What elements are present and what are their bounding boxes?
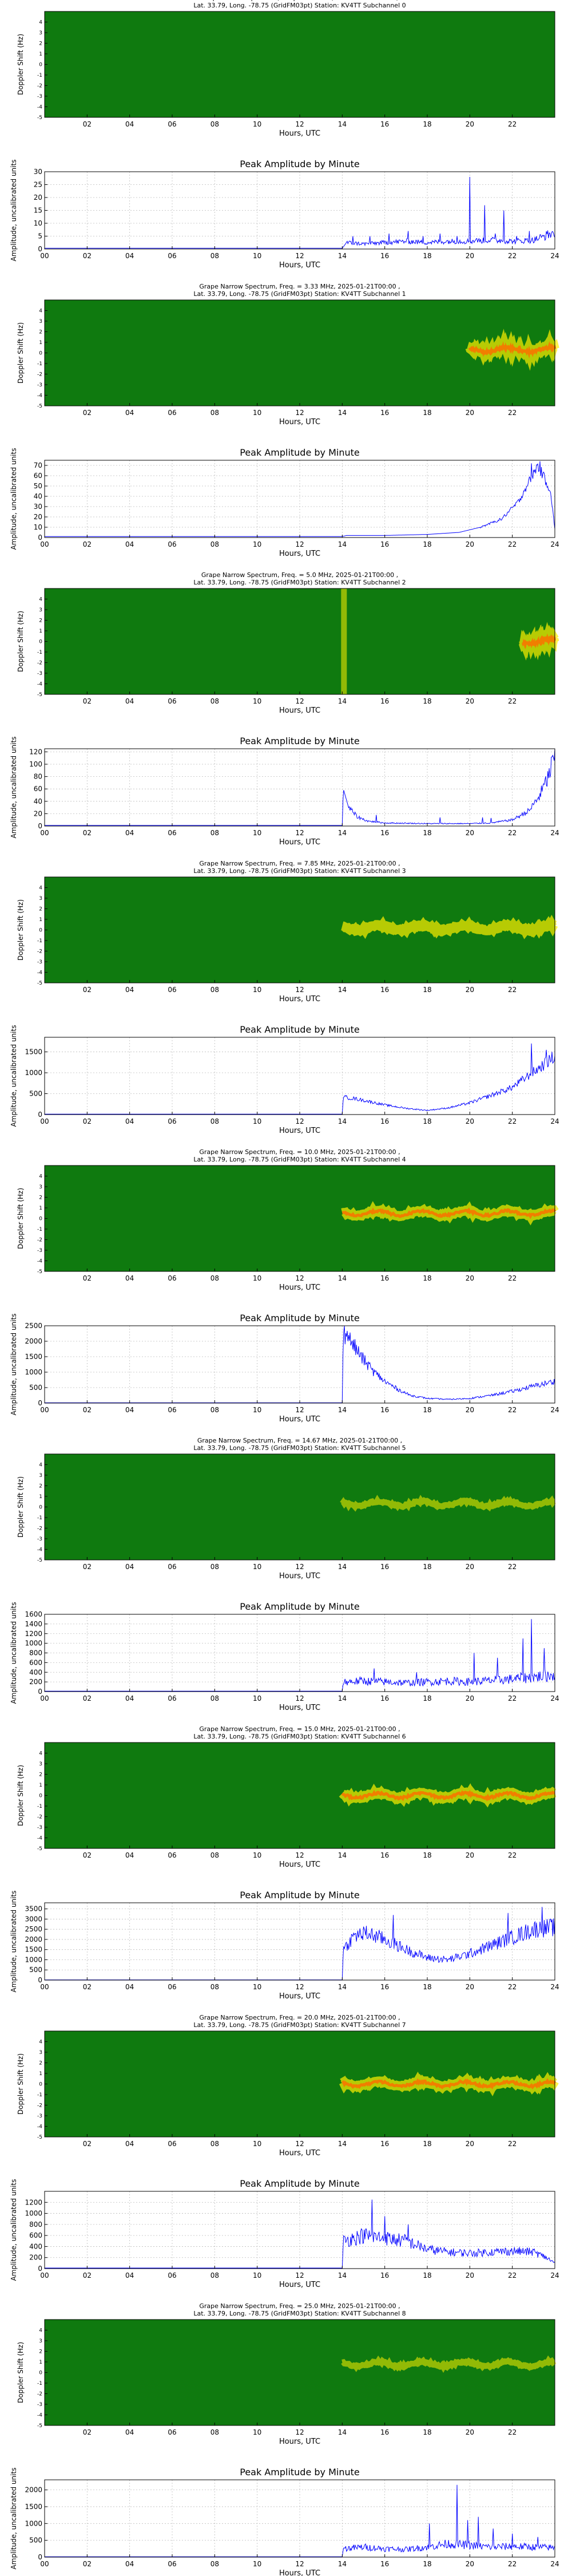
spectrogram-panel-0: Grape Narrow Spectrum, Freq. = 2.5 MHz, … xyxy=(17,0,555,138)
spectrogram-title-line2: Lat. 33.79, Long. -78.75 (GridFM03pt) St… xyxy=(193,2,406,9)
spectrogram-title-line1: Grape Narrow Spectrum, Freq. = 2.5 MHz, … xyxy=(201,0,398,2)
spectrogram-background xyxy=(45,11,555,117)
